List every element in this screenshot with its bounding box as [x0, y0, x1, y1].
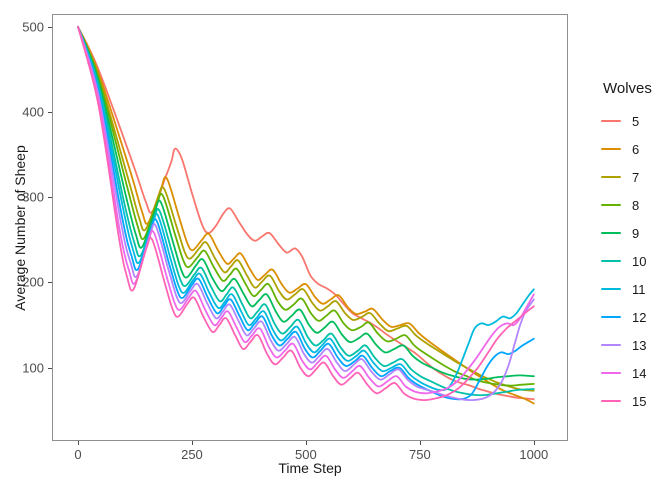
x-tick-label: 0	[74, 447, 82, 462]
x-tick-mark	[533, 441, 535, 445]
series-line-wolves-10	[77, 25, 535, 397]
legend-swatch-icon	[601, 231, 621, 235]
legend-title: Wolves	[603, 80, 652, 97]
y-tick-label: 300	[22, 189, 44, 205]
x-axis-title: Time Step	[278, 460, 342, 476]
legend-item-wolves-12: 12	[601, 303, 671, 331]
legend-item-wolves-7: 7	[601, 163, 671, 191]
legend-swatch-icon	[601, 119, 621, 123]
y-tick-label: 400	[22, 104, 44, 120]
legend-swatch-icon	[601, 315, 621, 319]
legend-item-wolves-8: 8	[601, 191, 671, 219]
y-tick-mark	[48, 26, 52, 28]
series-line-wolves-5	[77, 25, 535, 401]
series-line-wolves-11	[77, 25, 535, 392]
y-tick-label: 100	[22, 360, 44, 376]
legend-item-wolves-14: 14	[601, 359, 671, 387]
series-line-wolves-9	[77, 25, 535, 381]
legend-swatch-icon	[601, 175, 621, 179]
legend-item-wolves-15: 15	[601, 387, 671, 415]
legend-swatch-icon	[601, 343, 621, 347]
series-line-wolves-12	[77, 25, 535, 401]
x-tick-mark	[305, 441, 307, 445]
legend-swatch-icon	[601, 259, 621, 263]
legend: Wolves 5 6 7 8 9 10 11 12 13 14 15	[601, 80, 671, 415]
legend-swatch-icon	[601, 287, 621, 291]
x-tick-mark	[77, 441, 79, 445]
legend-label: 6	[632, 141, 640, 157]
legend-label: 9	[632, 225, 640, 241]
legend-label: 14	[632, 365, 647, 381]
plot-panel	[52, 14, 568, 441]
legend-item-wolves-9: 9	[601, 219, 671, 247]
series-line-wolves-13	[77, 25, 535, 402]
legend-item-wolves-13: 13	[601, 331, 671, 359]
line-series-svg	[77, 25, 535, 405]
legend-label: 13	[632, 337, 647, 353]
y-tick-label: 200	[22, 274, 44, 290]
x-tick-mark	[419, 441, 421, 445]
y-tick-mark	[48, 112, 52, 113]
legend-swatch-icon	[601, 147, 621, 151]
y-tick-mark	[48, 197, 52, 199]
series-line-wolves-15	[77, 25, 535, 401]
legend-swatch-icon	[601, 399, 621, 403]
legend-label: 5	[632, 113, 640, 129]
y-tick-label: 500	[22, 19, 44, 35]
legend-label: 11	[632, 281, 646, 297]
legend-swatch-icon	[601, 203, 621, 207]
legend-item-wolves-6: 6	[601, 135, 671, 163]
y-tick-mark	[48, 367, 52, 369]
legend-label: 7	[632, 169, 640, 185]
series-line-wolves-14	[77, 25, 535, 395]
x-tick-label: 250	[181, 447, 203, 462]
x-tick-label: 500	[295, 447, 317, 462]
legend-label: 10	[632, 253, 647, 269]
legend-item-wolves-11: 11	[601, 275, 671, 303]
legend-label: 15	[632, 393, 647, 409]
legend-label: 12	[632, 309, 647, 325]
series-line-wolves-6	[77, 25, 535, 405]
x-tick-label: 750	[408, 447, 431, 462]
legend-items: 5 6 7 8 9 10 11 12 13 14 15	[601, 107, 671, 415]
legend-label: 8	[632, 197, 640, 213]
legend-item-wolves-10: 10	[601, 247, 671, 275]
x-tick-mark	[191, 441, 193, 445]
legend-item-wolves-5: 5	[601, 107, 671, 135]
y-tick-mark	[48, 282, 52, 284]
series-line-wolves-7	[77, 25, 535, 392]
legend-swatch-icon	[601, 371, 621, 375]
x-tick-label: 1000	[519, 447, 549, 462]
y-axis-title: Average Number of Sheep	[12, 145, 28, 311]
series-line-wolves-8	[77, 25, 535, 387]
